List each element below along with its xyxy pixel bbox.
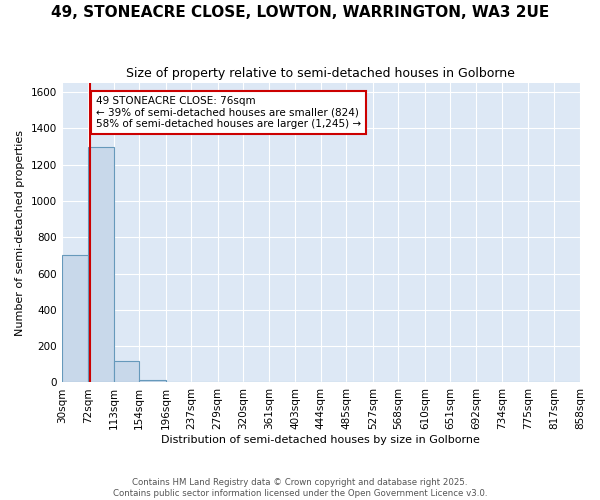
Bar <box>88 146 113 382</box>
Text: Contains HM Land Registry data © Crown copyright and database right 2025.
Contai: Contains HM Land Registry data © Crown c… <box>113 478 487 498</box>
X-axis label: Distribution of semi-detached houses by size in Golborne: Distribution of semi-detached houses by … <box>161 435 480 445</box>
Text: 49, STONEACRE CLOSE, LOWTON, WARRINGTON, WA3 2UE: 49, STONEACRE CLOSE, LOWTON, WARRINGTON,… <box>51 5 549 20</box>
Bar <box>139 380 166 382</box>
Text: 49 STONEACRE CLOSE: 76sqm
← 39% of semi-detached houses are smaller (824)
58% of: 49 STONEACRE CLOSE: 76sqm ← 39% of semi-… <box>96 96 361 129</box>
Title: Size of property relative to semi-detached houses in Golborne: Size of property relative to semi-detach… <box>127 68 515 80</box>
Bar <box>62 256 88 382</box>
Y-axis label: Number of semi-detached properties: Number of semi-detached properties <box>15 130 25 336</box>
Bar <box>113 360 139 382</box>
